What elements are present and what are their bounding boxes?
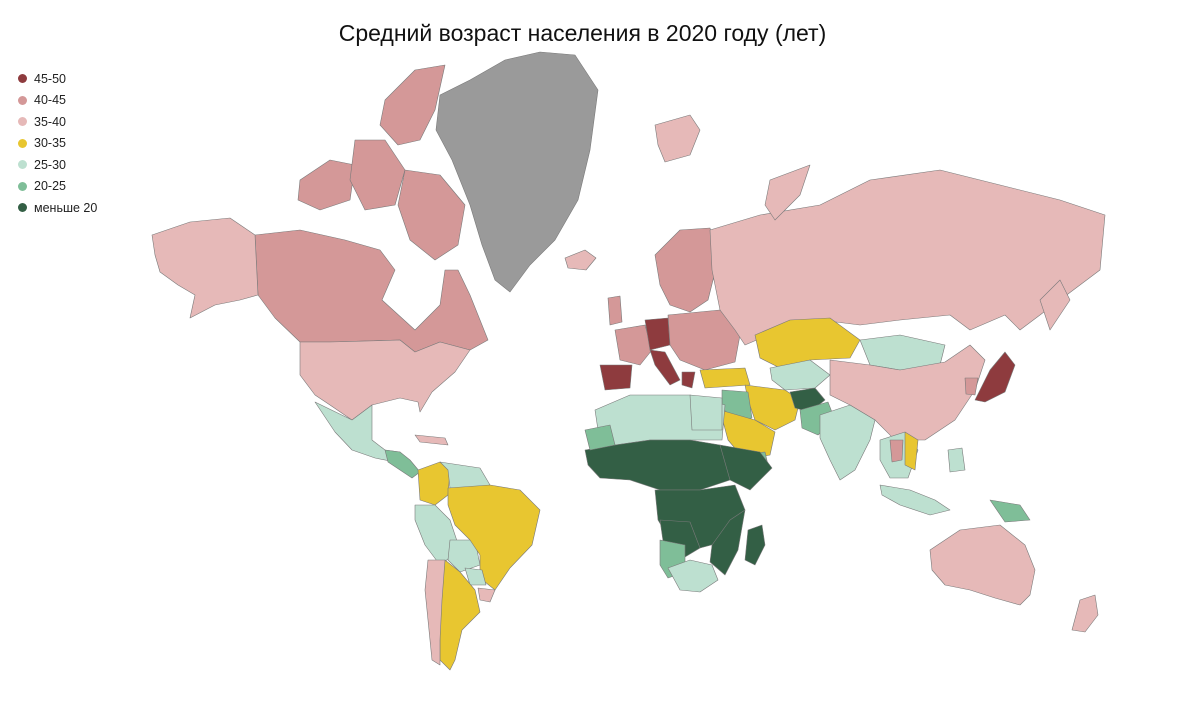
legend-item: 45-50 — [18, 68, 97, 90]
region-uk — [607, 295, 623, 326]
region-paraguay — [464, 567, 487, 586]
region-alaska — [151, 217, 259, 319]
region-australia — [929, 524, 1036, 606]
region-vietnam — [904, 431, 919, 471]
region-spain — [599, 364, 633, 391]
region-east-africa — [709, 509, 746, 576]
region-russia — [709, 169, 1106, 346]
region-kamchatka — [1039, 279, 1071, 331]
legend-label: 45-50 — [34, 71, 66, 86]
region-uruguay — [477, 587, 496, 603]
legend-swatch — [18, 74, 27, 84]
legend-swatch — [18, 160, 27, 170]
legend-item: 35-40 — [18, 111, 97, 133]
region-central-america — [384, 449, 421, 479]
legend-label: 25-30 — [34, 157, 66, 172]
legend-swatch — [18, 181, 27, 191]
region-chile — [424, 559, 446, 666]
region-indonesia — [879, 484, 951, 516]
region-usa — [299, 339, 471, 421]
legend-label: 30-35 — [34, 136, 66, 151]
legend-swatch — [18, 117, 27, 127]
legend-item: 25-30 — [18, 154, 97, 176]
region-png — [989, 499, 1031, 523]
region-thailand — [889, 439, 904, 463]
region-canada-islands-2 — [297, 159, 356, 211]
region-baffin — [397, 169, 466, 261]
legend-item: 20-25 — [18, 176, 97, 198]
legend-swatch — [18, 138, 27, 148]
region-svalbard — [654, 114, 701, 163]
region-france — [614, 324, 653, 366]
region-india — [819, 404, 876, 481]
region-korea — [964, 377, 979, 396]
region-canada-islands-3 — [349, 139, 406, 211]
region-west-africa — [584, 439, 736, 491]
region-saudi — [719, 409, 776, 461]
legend-label: 40-45 — [34, 93, 66, 108]
legend-item: 30-35 — [18, 133, 97, 155]
legend-swatch — [18, 203, 27, 213]
region-colombia — [417, 461, 451, 506]
region-egypt — [689, 394, 723, 431]
region-kazakhstan — [754, 317, 861, 369]
legend: 45-50 40-45 35-40 30-35 25-30 20-25 мень… — [18, 68, 97, 219]
map-title: Средний возраст населения в 2020 году (л… — [338, 20, 827, 46]
region-southern-africa — [667, 559, 719, 593]
legend-item: меньше 20 — [18, 197, 97, 219]
region-turkey — [699, 367, 751, 389]
legend-swatch — [18, 95, 27, 105]
region-canada-islands-1 — [379, 64, 446, 146]
region-greece — [681, 371, 696, 389]
legend-label: меньше 20 — [34, 200, 98, 215]
region-new-zealand — [1071, 594, 1099, 633]
legend-label: 20-25 — [34, 179, 66, 194]
region-italy — [649, 349, 681, 386]
region-cuba — [414, 434, 449, 446]
region-scandinavia — [654, 227, 719, 313]
region-horn-africa — [719, 444, 773, 491]
region-philippines — [947, 447, 966, 473]
legend-item: 40-45 — [18, 90, 97, 112]
region-novaya-zemlya — [764, 164, 811, 221]
region-sahel — [584, 424, 616, 451]
region-japan — [974, 351, 1016, 403]
legend-label: 35-40 — [34, 114, 66, 129]
region-madagascar — [744, 524, 766, 566]
region-greenland — [435, 51, 599, 293]
region-iceland — [564, 249, 597, 271]
